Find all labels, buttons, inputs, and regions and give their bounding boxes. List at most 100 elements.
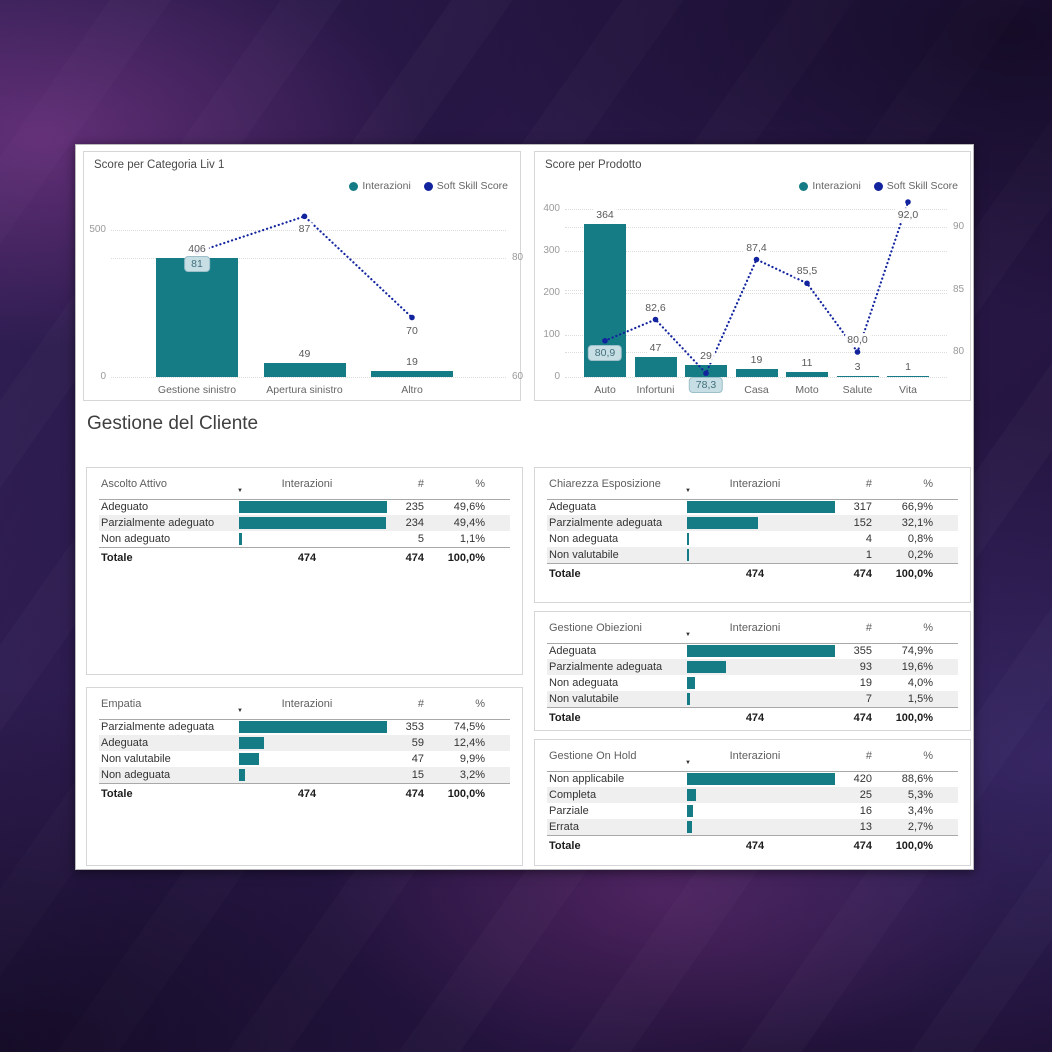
- line-marker-altro[interactable]: [409, 314, 415, 321]
- line-marker-vita[interactable]: [905, 199, 911, 205]
- column-header-interazioni[interactable]: Interazioni: [281, 698, 333, 710]
- legend-item-interazioni[interactable]: Interazioni: [799, 180, 861, 192]
- table-chiarezza-esposizione[interactable]: Chiarezza Esposizione Interazioni # % ▼ …: [534, 467, 971, 603]
- table-row-completa[interactable]: Completa 25 5,3%: [547, 787, 958, 803]
- category-label-apertura-sinistro[interactable]: Apertura sinistro: [266, 384, 343, 396]
- row-count: 355: [853, 645, 872, 657]
- table-ascolto-attivo[interactable]: Ascolto Attivo Interazioni # % ▼ Adeguat…: [86, 467, 523, 675]
- column-header-interazioni[interactable]: Interazioni: [729, 478, 781, 490]
- bar-vita[interactable]: [887, 375, 929, 377]
- table-row-parzialmente-adeguata[interactable]: Parzialmente adeguata 93 19,6%: [547, 659, 958, 675]
- line-marker-casa[interactable]: [753, 256, 760, 263]
- total-count: 474: [853, 712, 872, 724]
- table-row-non-adeguata[interactable]: Non adeguata 19 4,0%: [547, 675, 958, 691]
- table-row-errata[interactable]: Errata 13 2,7%: [547, 819, 958, 835]
- table-row-non-valutabile[interactable]: Non valutabile 47 9,9%: [99, 751, 510, 767]
- row-bar[interactable]: [687, 805, 693, 817]
- table-empatia[interactable]: Empatia Interazioni # % ▼ Parzialmente a…: [86, 687, 523, 866]
- row-bar[interactable]: [239, 501, 387, 513]
- row-bar[interactable]: [687, 789, 696, 801]
- table-row-parzialmente-adeguata[interactable]: Parzialmente adeguata 152 32,1%: [547, 515, 958, 531]
- row-bar[interactable]: [239, 737, 264, 749]
- legend-item-interazioni[interactable]: Interazioni: [349, 180, 411, 192]
- chart-score-per-categoria-liv-1[interactable]: Score per Categoria Liv 1 Interazioni So…: [83, 151, 523, 401]
- sort-descending-icon[interactable]: ▼: [685, 760, 691, 766]
- table-row-non-valutabile[interactable]: Non valutabile 1 0,2%: [547, 547, 958, 563]
- row-bar[interactable]: [239, 533, 243, 545]
- table-row-adeguata[interactable]: Adeguata 317 66,9%: [547, 499, 958, 515]
- row-bar[interactable]: [239, 721, 387, 733]
- line-marker-auto[interactable]: [602, 337, 608, 344]
- line-marker-infortuni[interactable]: [652, 316, 659, 323]
- row-bar[interactable]: [687, 821, 692, 833]
- column-header-pct[interactable]: %: [475, 698, 485, 710]
- row-percent: 1,5%: [907, 693, 933, 705]
- category-label-altro[interactable]: Altro: [401, 384, 423, 396]
- column-header-pct[interactable]: %: [923, 750, 933, 762]
- row-bar[interactable]: [687, 549, 689, 561]
- bar-salute[interactable]: [836, 375, 879, 377]
- row-bar[interactable]: [687, 677, 695, 689]
- column-header-interazioni[interactable]: Interazioni: [281, 478, 333, 490]
- line-marker-altro[interactable]: [703, 370, 709, 377]
- row-bar[interactable]: [687, 773, 835, 785]
- category-label-gestione-sinistro[interactable]: Gestione sinistro: [157, 384, 237, 396]
- bar-moto[interactable]: [786, 372, 828, 377]
- category-label-infortuni[interactable]: Infortuni: [636, 384, 675, 396]
- row-bar[interactable]: [687, 661, 726, 673]
- sort-descending-icon[interactable]: ▼: [685, 488, 691, 494]
- column-header-count[interactable]: #: [417, 698, 424, 710]
- bar-casa[interactable]: [735, 369, 778, 377]
- legend-item-soft-skill-score[interactable]: Soft Skill Score: [423, 180, 508, 192]
- table-row-non-applicabile[interactable]: Non applicabile 420 88,6%: [547, 771, 958, 787]
- row-bar[interactable]: [687, 517, 758, 529]
- column-header-count[interactable]: #: [865, 750, 872, 762]
- row-bar[interactable]: [687, 645, 835, 657]
- table-row-non-adeguata[interactable]: Non adeguata 4 0,8%: [547, 531, 958, 547]
- row-bar[interactable]: [687, 533, 689, 545]
- line-marker-apertura-sinistro[interactable]: [301, 213, 308, 220]
- bar-infortuni[interactable]: [634, 357, 677, 377]
- category-label-salute[interactable]: Salute: [842, 384, 873, 396]
- column-header-pct[interactable]: %: [923, 622, 933, 634]
- column-header-pct[interactable]: %: [475, 478, 485, 490]
- column-header-count[interactable]: #: [417, 478, 424, 490]
- sort-descending-icon[interactable]: ▼: [237, 708, 243, 714]
- column-header-interazioni[interactable]: Interazioni: [729, 750, 781, 762]
- sort-descending-icon[interactable]: ▼: [237, 488, 243, 494]
- table-row-non-adeguata[interactable]: Non adeguata 15 3,2%: [99, 767, 510, 783]
- column-header-count[interactable]: #: [865, 622, 872, 634]
- table-row-adeguata[interactable]: Adeguata 59 12,4%: [99, 735, 510, 751]
- table-row-parzialmente-adeguato[interactable]: Parzialmente adeguato 234 49,4%: [99, 515, 510, 531]
- table-row-parziale[interactable]: Parziale 16 3,4%: [547, 803, 958, 819]
- table-row-adeguato[interactable]: Adeguato 235 49,6%: [99, 499, 510, 515]
- column-header-pct[interactable]: %: [923, 478, 933, 490]
- table-row-adeguata[interactable]: Adeguata 355 74,9%: [547, 643, 958, 659]
- line-marker-salute[interactable]: [854, 349, 861, 355]
- row-bar[interactable]: [687, 501, 835, 513]
- category-label-casa[interactable]: Casa: [744, 384, 769, 396]
- table-row-parzialmente-adeguata[interactable]: Parzialmente adeguata 353 74,5%: [99, 719, 510, 735]
- table-gestione-on-hold[interactable]: Gestione On Hold Interazioni # % ▼ Non a…: [534, 739, 971, 866]
- row-label: Parzialmente adeguata: [101, 721, 215, 733]
- sort-descending-icon[interactable]: ▼: [685, 632, 691, 638]
- table-gestione-obiezioni[interactable]: Gestione Obiezioni Interazioni # % ▼ Ade…: [534, 611, 971, 731]
- category-label-auto[interactable]: Auto: [594, 384, 616, 396]
- row-bar[interactable]: [239, 517, 387, 529]
- bar-apertura-sinistro[interactable]: [263, 362, 346, 377]
- row-bar[interactable]: [239, 769, 246, 781]
- chart-score-per-prodotto[interactable]: Score per Prodotto Interazioni Soft Skil…: [534, 151, 971, 401]
- table-row-non-valutabile[interactable]: Non valutabile 7 1,5%: [547, 691, 958, 707]
- row-bar[interactable]: [239, 753, 259, 765]
- legend-item-soft-skill-score[interactable]: Soft Skill Score: [873, 180, 958, 192]
- line-marker-moto[interactable]: [804, 280, 810, 287]
- category-label-vita[interactable]: Vita: [899, 384, 917, 396]
- category-label-moto[interactable]: Moto: [795, 384, 819, 396]
- bar-gestione-sinistro[interactable]: [156, 257, 238, 377]
- table-row-non-adeguato[interactable]: Non adeguato 5 1,1%: [99, 531, 510, 547]
- bar-value-label: 29: [697, 348, 715, 363]
- bar-altro[interactable]: [371, 371, 453, 377]
- column-header-count[interactable]: #: [865, 478, 872, 490]
- row-bar[interactable]: [687, 693, 690, 705]
- column-header-interazioni[interactable]: Interazioni: [729, 622, 781, 634]
